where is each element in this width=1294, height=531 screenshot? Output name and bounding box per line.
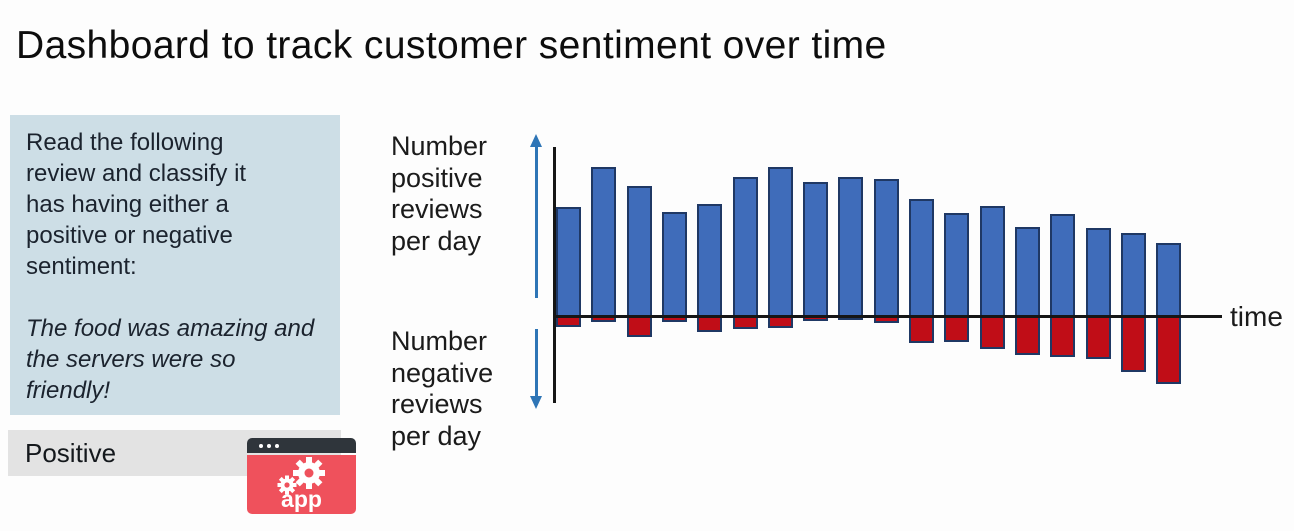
app-window-icon: app <box>247 438 356 514</box>
negative-axis-label: Number negative reviews per day <box>391 326 494 451</box>
time-axis-label: time <box>1230 301 1283 332</box>
app-window-titlebar <box>247 438 356 453</box>
page-title: Dashboard to track customer sentiment ov… <box>16 24 887 67</box>
time-axis-line <box>553 315 1222 318</box>
positive-axis-label: Number positive reviews per day <box>391 131 488 256</box>
bar-positive <box>627 186 652 317</box>
bar-positive <box>556 207 581 317</box>
arrow-down-icon <box>530 329 542 409</box>
bar-positive <box>1086 228 1111 317</box>
prompt-instruction: Read the following review and classify i… <box>26 129 247 280</box>
bar-positive <box>874 179 899 317</box>
bar-negative <box>1121 316 1146 372</box>
bar-negative <box>1086 316 1111 359</box>
bar-positive <box>662 212 687 317</box>
window-dot-icon <box>275 443 279 448</box>
app-label: app <box>281 486 322 512</box>
bar-positive <box>944 213 969 317</box>
bar-positive <box>1015 227 1040 317</box>
gears-icon <box>277 457 325 495</box>
bar-negative <box>627 316 652 337</box>
bar-negative <box>1050 316 1075 357</box>
y-axis-line <box>553 147 556 403</box>
bar-negative <box>909 316 934 343</box>
bar-positive <box>591 167 616 317</box>
bar-negative <box>1015 316 1040 355</box>
bar-positive <box>838 177 863 317</box>
bar-positive <box>803 182 828 317</box>
bar-negative <box>944 316 969 342</box>
review-prompt-box: Read the following review and classify i… <box>10 115 340 415</box>
bar-negative <box>697 316 722 332</box>
window-dot-icon <box>267 443 271 448</box>
bar-positive <box>980 206 1005 317</box>
arrow-up-icon <box>530 134 542 298</box>
bar-positive <box>1156 243 1181 317</box>
bar-positive <box>733 177 758 317</box>
bar-positive <box>697 204 722 317</box>
bar-positive <box>768 167 793 317</box>
bar-negative <box>980 316 1005 349</box>
result-label: Positive <box>25 438 117 468</box>
bar-negative <box>1156 316 1181 384</box>
app-window-body: app <box>247 455 356 514</box>
bar-positive <box>1050 214 1075 317</box>
review-text: The food was amazing and the servers wer… <box>26 315 315 404</box>
bar-positive <box>1121 233 1146 317</box>
bar-positive <box>909 199 934 317</box>
window-dot-icon <box>259 443 263 448</box>
